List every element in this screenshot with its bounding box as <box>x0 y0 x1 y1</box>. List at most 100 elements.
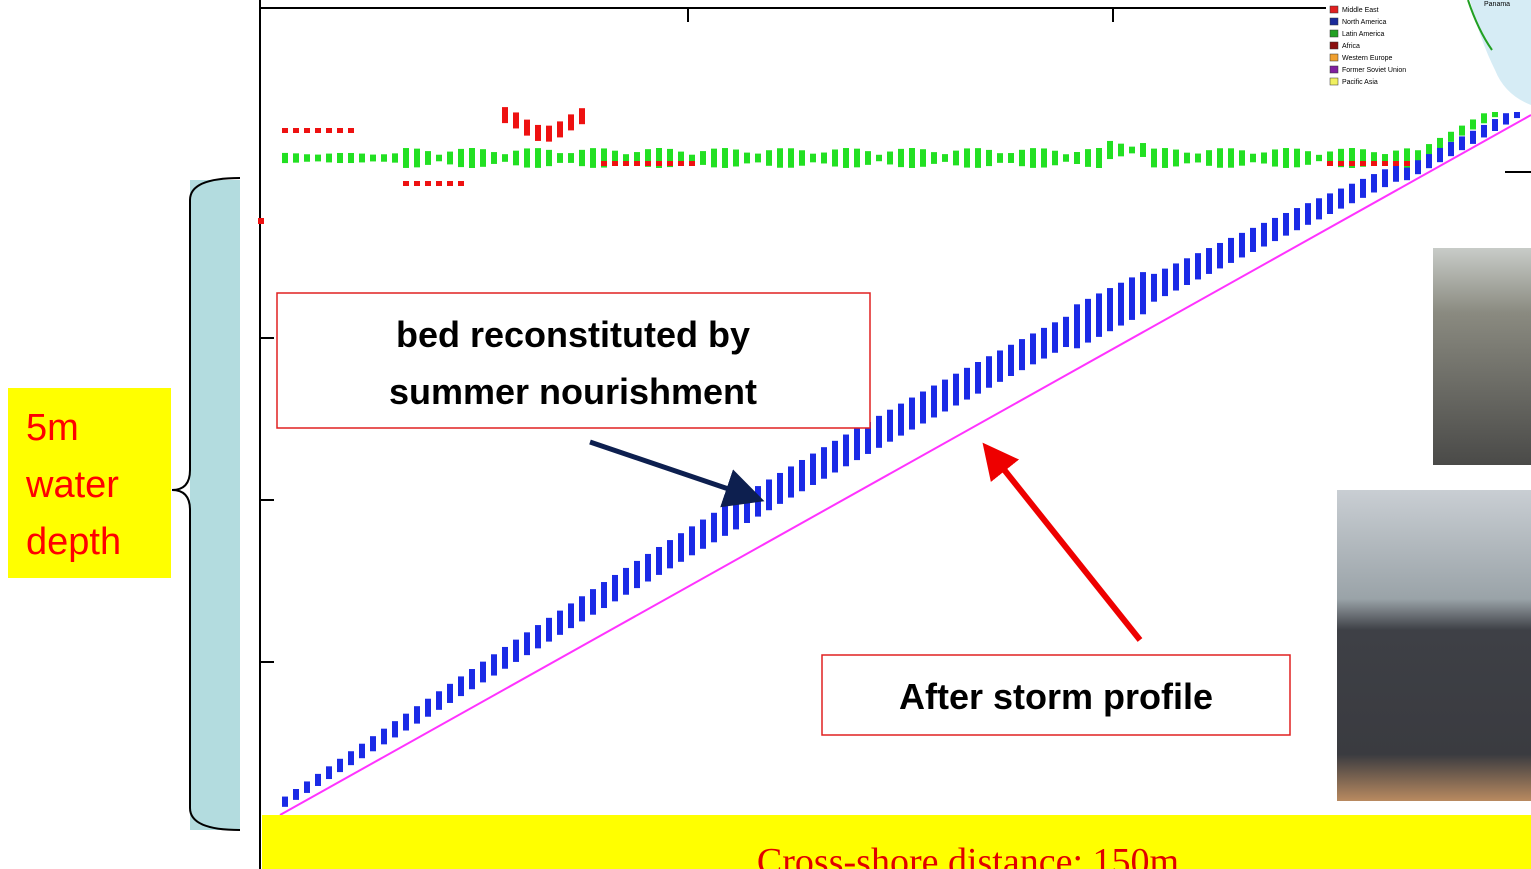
profile-bar <box>843 435 849 467</box>
red-bar <box>293 128 299 133</box>
green-bar <box>711 149 717 168</box>
profile-bar <box>1052 322 1058 352</box>
green-bar <box>480 149 486 167</box>
profile-bar <box>1316 198 1322 219</box>
profile-bar <box>502 647 508 669</box>
profile-bar <box>1184 258 1190 285</box>
green-bar <box>1272 149 1278 166</box>
profile-bar <box>579 596 585 621</box>
profile-bar <box>1217 243 1223 268</box>
green-bar <box>1118 144 1124 157</box>
profile-bar <box>1349 184 1355 204</box>
green-bar <box>689 155 695 162</box>
legend-label: Latin America <box>1342 31 1385 38</box>
green-bar <box>359 154 365 163</box>
green-bar <box>766 150 772 166</box>
profile-bar <box>1481 125 1487 138</box>
profile-bar <box>1250 228 1256 252</box>
red-bar <box>645 161 651 166</box>
profile-bar <box>1041 328 1047 359</box>
profile-bar <box>1019 339 1025 370</box>
green-bar <box>1294 149 1300 168</box>
green-bar <box>942 154 948 162</box>
red-bar <box>1349 161 1355 166</box>
red-bar <box>634 161 640 166</box>
slide: 5m water depth bed reconstituted by summ… <box>0 0 1531 869</box>
profile-bar <box>1327 193 1333 214</box>
red-bar <box>282 128 288 133</box>
red-bar <box>337 128 343 133</box>
profile-bar <box>1085 299 1091 343</box>
green-bar <box>546 150 552 166</box>
profile-bar <box>1459 136 1465 150</box>
green-bar <box>722 148 728 168</box>
depth-label: depth <box>26 521 121 563</box>
legend-swatch <box>1330 54 1338 61</box>
profile-bar <box>370 736 376 751</box>
profile-bar <box>513 640 519 662</box>
red-bar <box>689 161 695 166</box>
x-axis-label: Cross-shore distance: 150m <box>757 841 1179 869</box>
green-bar <box>1030 148 1036 168</box>
red-bar <box>414 181 420 186</box>
profile-bar <box>953 374 959 406</box>
red-bar <box>513 112 519 128</box>
profile-bar <box>601 582 607 608</box>
arrow <box>990 452 1140 640</box>
green-bar <box>1140 143 1146 157</box>
profile-bar <box>469 669 475 689</box>
green-bar <box>733 150 739 167</box>
profile-bar <box>1096 293 1102 336</box>
profile-bar <box>1470 131 1476 144</box>
red-bar <box>1393 161 1399 166</box>
green-bar <box>425 151 431 165</box>
profile-bar <box>1283 213 1289 236</box>
green-bar <box>513 151 519 166</box>
photo <box>1433 248 1531 465</box>
profile-bar <box>689 526 695 555</box>
profile-bar <box>557 611 563 635</box>
profile-bar <box>887 410 893 442</box>
green-bar <box>436 155 442 162</box>
green-bar <box>403 148 409 168</box>
green-bar <box>1008 153 1014 163</box>
profile-bar <box>1371 174 1377 192</box>
green-bar <box>843 148 849 168</box>
profile-bar <box>1426 153 1432 169</box>
profile-bar <box>1195 253 1201 279</box>
green-bar <box>293 153 299 162</box>
profile-bar <box>1503 113 1509 124</box>
green-bar <box>1019 150 1025 166</box>
green-bar <box>370 155 376 162</box>
green-bar <box>755 154 761 163</box>
legend-swatch <box>1330 30 1338 37</box>
red-bar <box>1360 161 1366 166</box>
green-bar <box>887 152 893 165</box>
profile-bar <box>777 473 783 504</box>
profile-bar <box>1206 248 1212 274</box>
green-bar <box>568 153 574 163</box>
green-bar <box>1074 152 1080 164</box>
red-bar <box>502 107 508 123</box>
red-bar <box>557 121 563 137</box>
green-bar <box>1382 154 1388 162</box>
red-bar <box>546 126 552 142</box>
profile-bar <box>909 398 915 430</box>
depth-label: 5m <box>26 407 79 449</box>
profile-bar <box>678 533 684 562</box>
profile-bar <box>997 350 1003 381</box>
profile-bar <box>623 568 629 595</box>
legend-swatch <box>1330 42 1338 49</box>
profile-bar <box>645 554 651 582</box>
legend-label: Western Europe <box>1342 55 1393 62</box>
profile-bar <box>1228 238 1234 263</box>
green-bar <box>524 148 530 167</box>
red-bar <box>425 181 431 186</box>
green-bar <box>964 148 970 167</box>
red-bar <box>458 181 464 186</box>
profile-bar <box>1338 189 1344 209</box>
profile-bar <box>1448 142 1454 156</box>
profile-bar <box>656 547 662 575</box>
red-bar <box>568 114 574 130</box>
green-bar <box>590 148 596 168</box>
